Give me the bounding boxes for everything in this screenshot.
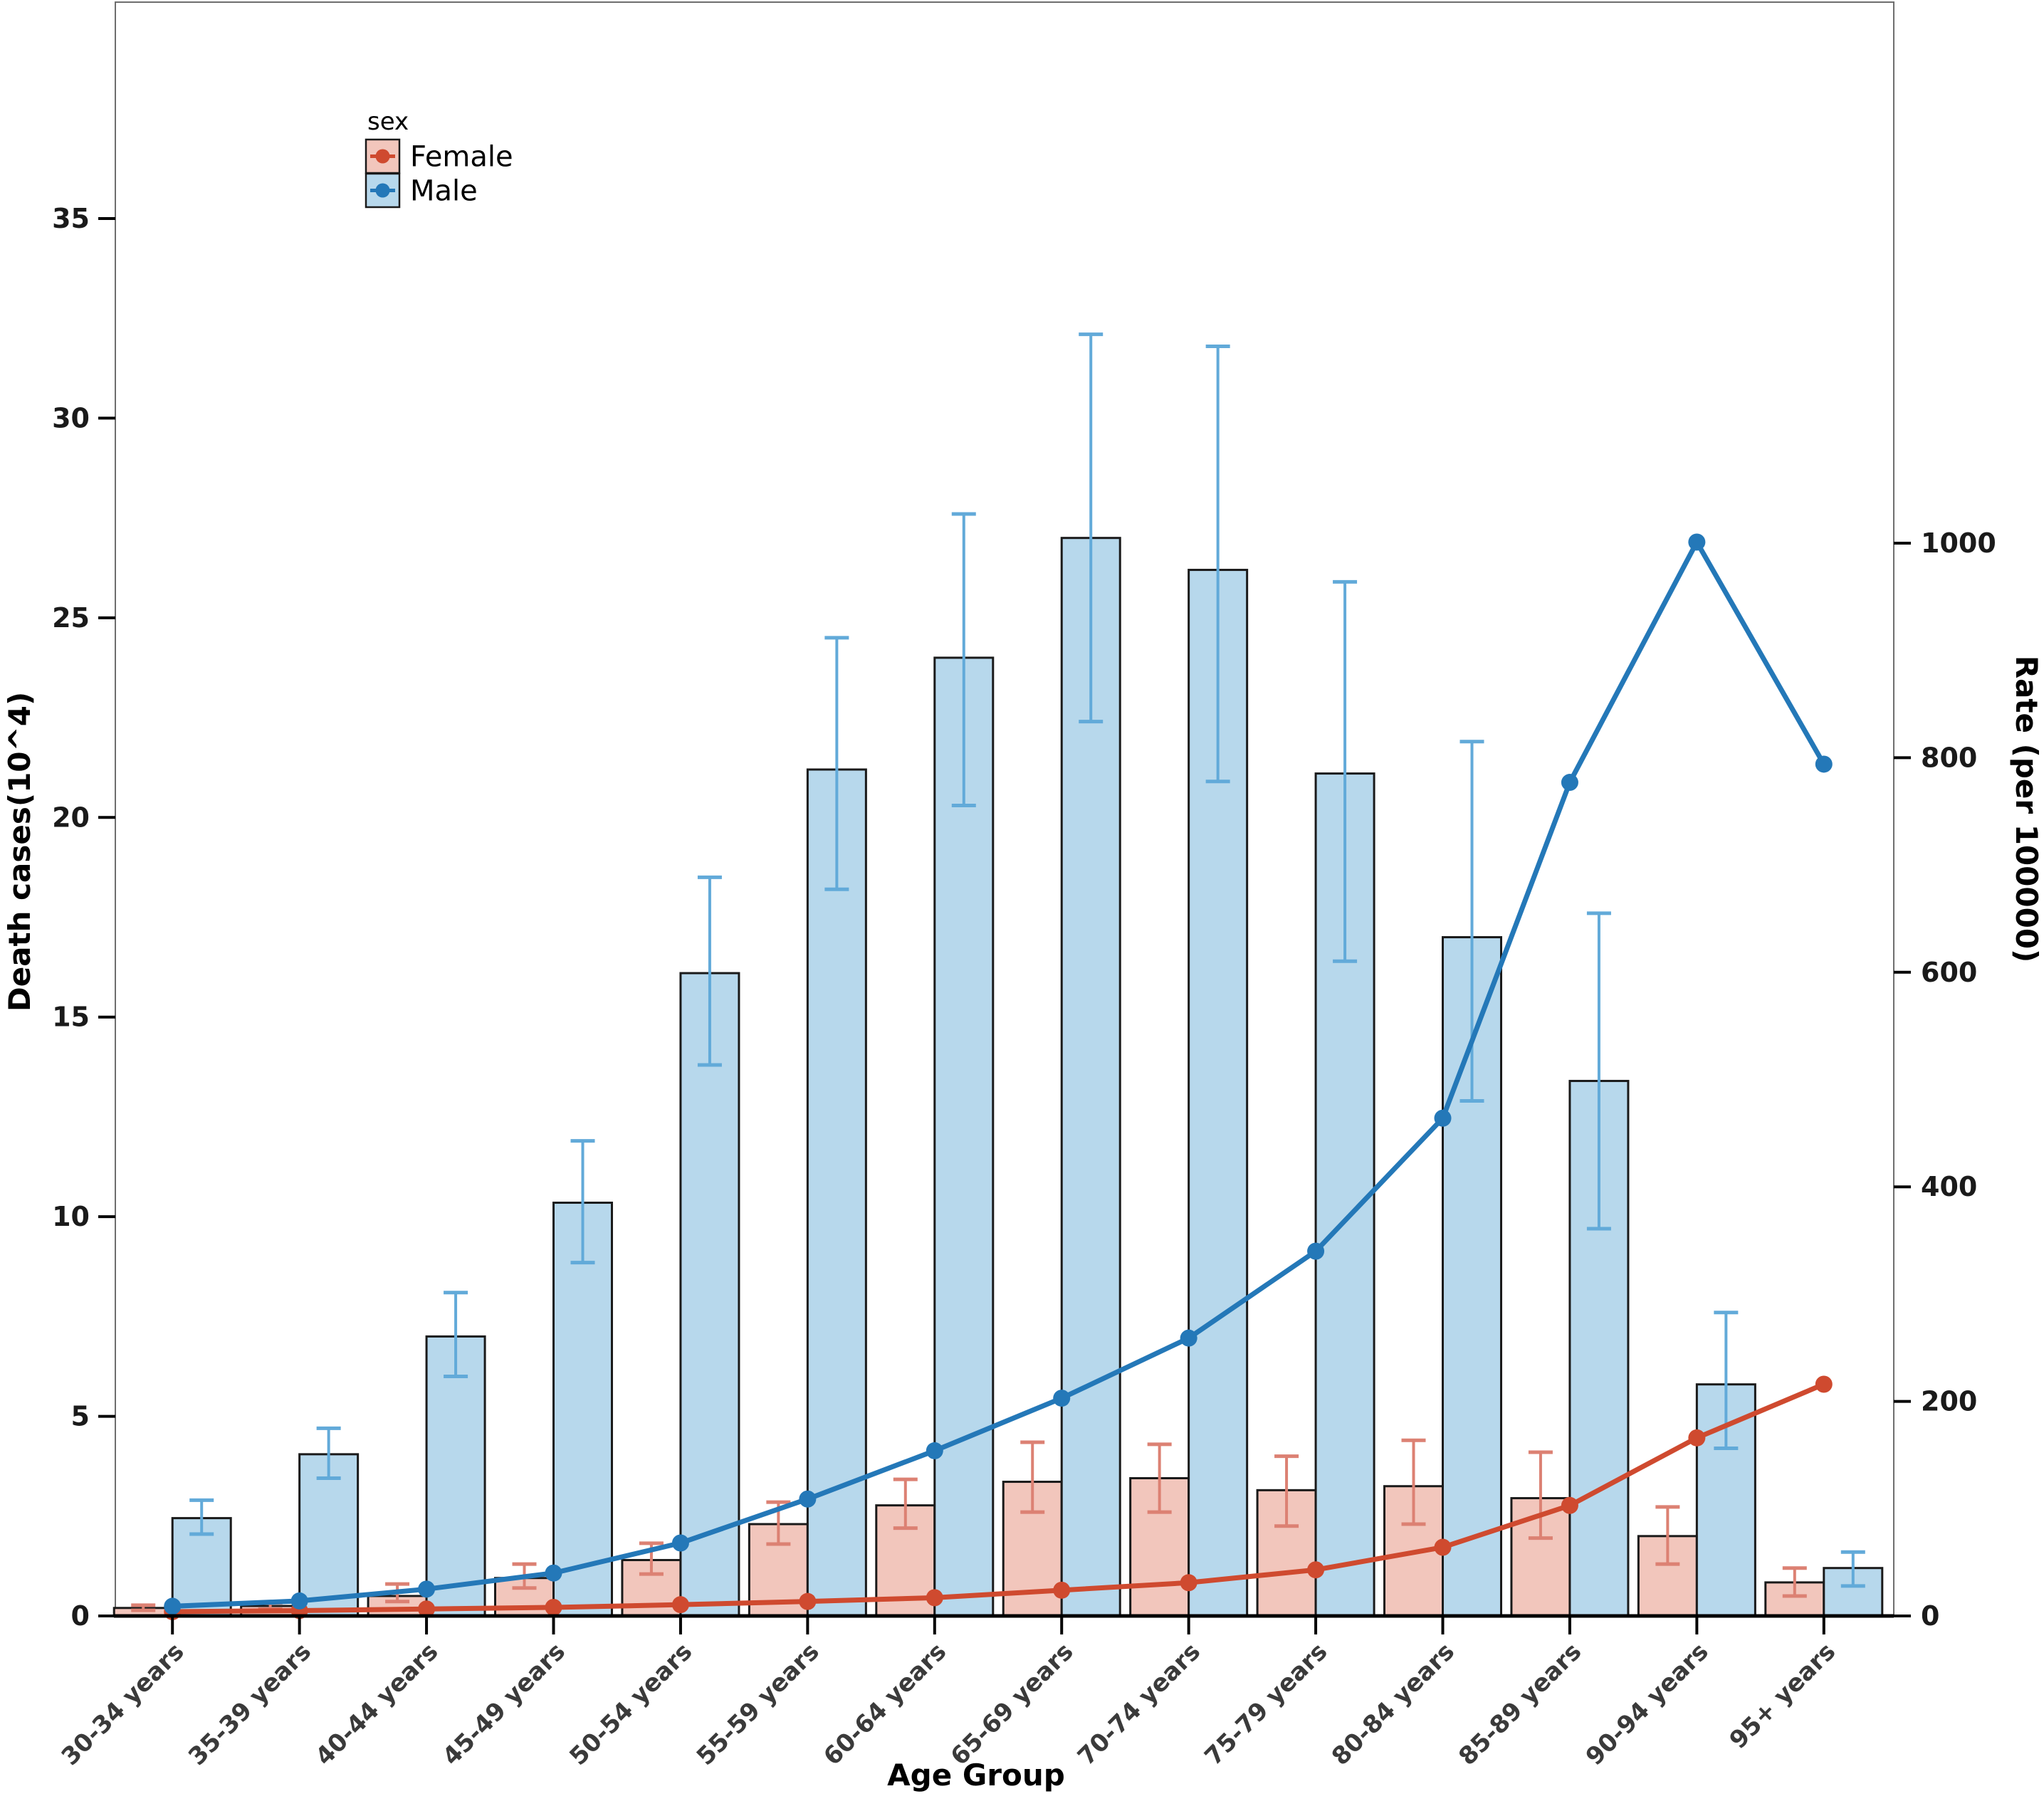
x-tick-label: 95+ years — [1724, 1637, 1842, 1755]
female-line — [172, 1382, 1825, 1615]
female-line-point — [418, 1600, 436, 1618]
female-line-point — [1180, 1574, 1197, 1592]
female-line-point — [545, 1598, 562, 1616]
male-bar — [679, 972, 740, 1617]
male-line-point — [418, 1580, 436, 1598]
female-line-point — [1815, 1375, 1833, 1393]
male-line-point — [1561, 774, 1578, 792]
male-bar — [298, 1453, 360, 1617]
right-tick-label: 0 — [1921, 1600, 1939, 1632]
x-tick-label: 65-69 years — [945, 1637, 1079, 1771]
x-tick-label: 80-84 years — [1326, 1637, 1460, 1771]
right-tick-label: 800 — [1921, 742, 1977, 773]
left-tick-label: 5 — [71, 1401, 90, 1432]
left-tick-label: 15 — [52, 1002, 90, 1033]
male-bar — [933, 656, 995, 1617]
male-line-point — [799, 1490, 817, 1508]
male-line-point — [1815, 755, 1833, 773]
male-line-point — [164, 1597, 182, 1615]
male-line-point — [1180, 1329, 1197, 1347]
legend-label: Female — [410, 141, 513, 174]
legend-key-point-male — [375, 183, 390, 198]
female-line-point — [1561, 1496, 1578, 1514]
male-line — [172, 539, 1826, 1609]
x-tick-label: 85-89 years — [1453, 1637, 1587, 1771]
male-line-point — [545, 1564, 562, 1582]
female-line-point — [1307, 1561, 1325, 1579]
male-line-point — [290, 1592, 308, 1610]
left-tick-label: 10 — [52, 1201, 90, 1232]
female-line-point — [1053, 1581, 1071, 1599]
x-tick-label: 55-59 years — [691, 1637, 825, 1771]
x-tick-label: 50-54 years — [564, 1637, 698, 1771]
male-bar — [806, 768, 867, 1617]
left-tick-label: 20 — [52, 802, 90, 833]
male-bar — [552, 1202, 613, 1617]
x-tick-label: 45-49 years — [437, 1637, 571, 1771]
legend-key-point-female — [375, 149, 390, 164]
x-tick-label: 40-44 years — [310, 1637, 444, 1771]
left-tick-label: 30 — [52, 402, 90, 434]
x-tick-label: 90-94 years — [1581, 1637, 1714, 1771]
right-tick-label: 1000 — [1921, 527, 1996, 559]
male-line-point — [1434, 1109, 1452, 1127]
male-line-point — [1307, 1242, 1325, 1260]
x-tick-label: 75-79 years — [1200, 1637, 1333, 1771]
male-line-point — [1053, 1390, 1071, 1407]
female-line-point — [926, 1589, 943, 1607]
right-axis-title: Rate (per 100000) — [2009, 656, 2044, 962]
left-axis-title: Death cases(10^4) — [2, 692, 37, 1012]
female-line-point — [671, 1596, 689, 1614]
female-line-point — [1688, 1429, 1706, 1447]
lines-layer — [164, 533, 1833, 1620]
x-tick-label: 70-74 years — [1072, 1637, 1206, 1771]
left-tick-label: 25 — [52, 602, 90, 634]
left-tick-label: 35 — [52, 203, 90, 234]
female-line-point — [799, 1592, 817, 1610]
x-axis-title: Age Group — [887, 1758, 1065, 1792]
male-line-point — [1688, 533, 1706, 551]
male-bar — [425, 1335, 486, 1617]
right-tick-label: 200 — [1921, 1386, 1977, 1417]
x-tick-label: 60-64 years — [818, 1637, 952, 1771]
legend-label: Male — [410, 175, 478, 208]
error-bars-layer — [131, 332, 1865, 1612]
legend-title: sex — [367, 107, 409, 136]
left-tick-label: 0 — [71, 1600, 90, 1632]
female-line-point — [1434, 1538, 1452, 1556]
male-bar — [1060, 537, 1121, 1617]
x-tick-label: 30-34 years — [56, 1637, 190, 1771]
right-tick-label: 600 — [1921, 957, 1977, 988]
male-line-point — [926, 1442, 943, 1459]
x-tick-label: 35-39 years — [183, 1637, 317, 1771]
right-tick-label: 400 — [1921, 1171, 1977, 1202]
male-line-point — [671, 1534, 689, 1552]
